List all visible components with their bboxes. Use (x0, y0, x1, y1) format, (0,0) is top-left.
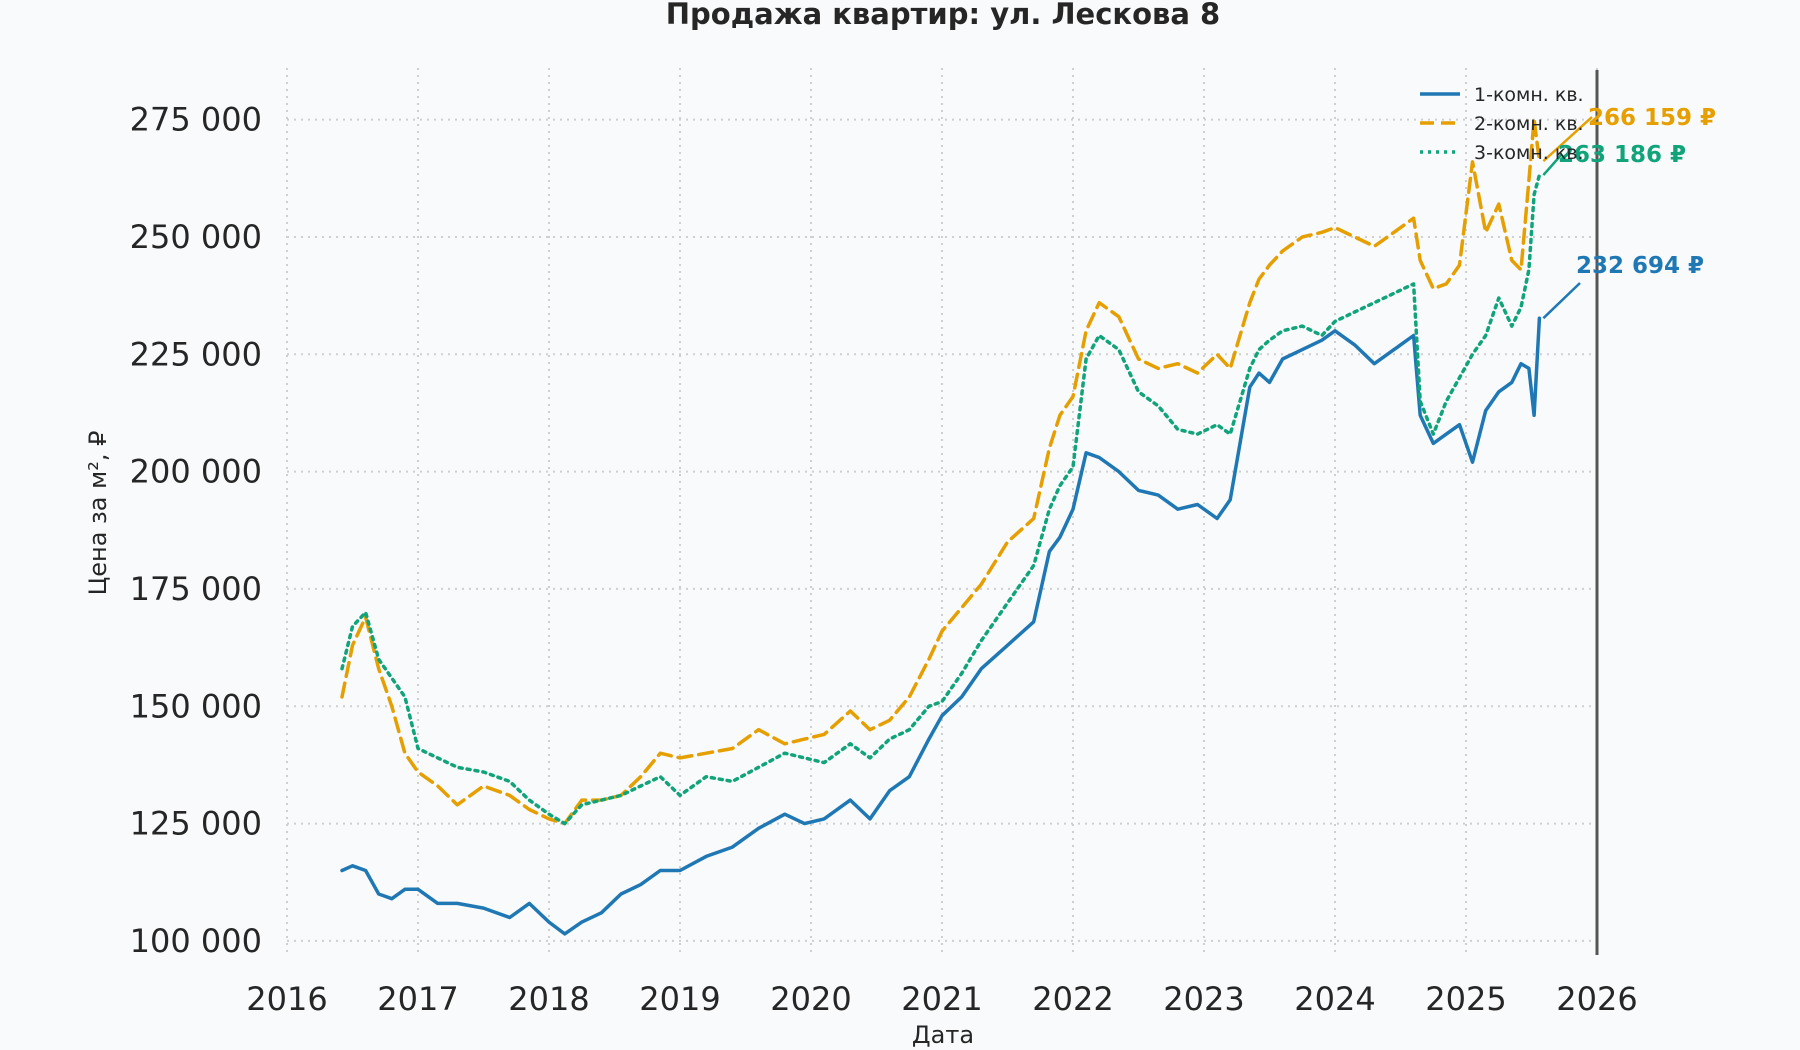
y-tick-label: 150 000 (130, 687, 262, 725)
x-tick-label: 2016 (246, 980, 327, 1018)
x-tick-label: 2024 (1294, 980, 1375, 1018)
x-tick-label: 2018 (508, 980, 589, 1018)
x-axis-label: Дата (912, 1021, 974, 1049)
x-tick-label: 2026 (1556, 980, 1637, 1018)
y-tick-label: 275 000 (130, 101, 262, 139)
x-tick-label: 2023 (1163, 980, 1244, 1018)
annotation-label: 263 186 ₽ (1558, 142, 1686, 168)
x-tick-label: 2017 (377, 980, 458, 1018)
series-line (340, 316, 1542, 936)
y-tick-label: 225 000 (130, 335, 262, 373)
x-tick-label: 2020 (770, 980, 851, 1018)
annotation-label: 232 694 ₽ (1576, 253, 1704, 279)
y-tick-label: 100 000 (130, 922, 262, 960)
annotation-arrow (1542, 153, 1563, 176)
y-tick-label: 175 000 (130, 570, 262, 608)
series-line (340, 173, 1542, 826)
x-tick-label: 2019 (639, 980, 720, 1018)
y-tick-label: 125 000 (130, 805, 262, 843)
annotations: 266 159 ₽ 263 186 ₽ 232 694 ₽ (1542, 105, 1716, 320)
y-tick-label: 200 000 (130, 453, 262, 491)
legend-label: 2-комн. кв. (1474, 113, 1584, 135)
axis-ticks: 2016 2017 2018 2019 2020 2021 2022 2023 2024 2025… (130, 101, 1638, 1018)
series-line (340, 117, 1542, 826)
annotation-arrow (1542, 116, 1593, 163)
y-tick-label: 250 000 (130, 218, 262, 256)
chart-title: Продажа квартир: ул. Лескова 8 (666, 0, 1220, 31)
annotation-arrow (1542, 282, 1581, 320)
x-tick-label: 2021 (901, 980, 982, 1018)
legend-label: 1-комн. кв. (1474, 84, 1584, 106)
legend: 1-комн. кв. 2-комн. кв. 3-комн. кв. (1420, 84, 1584, 164)
x-tick-label: 2025 (1425, 980, 1506, 1018)
series-lines (340, 117, 1542, 936)
x-tick-label: 2022 (1032, 980, 1113, 1018)
legend-label: 3-комн. кв. (1474, 142, 1584, 164)
annotation-label: 266 159 ₽ (1588, 105, 1716, 131)
y-axis-label: Цена за м², ₽ (84, 431, 112, 596)
